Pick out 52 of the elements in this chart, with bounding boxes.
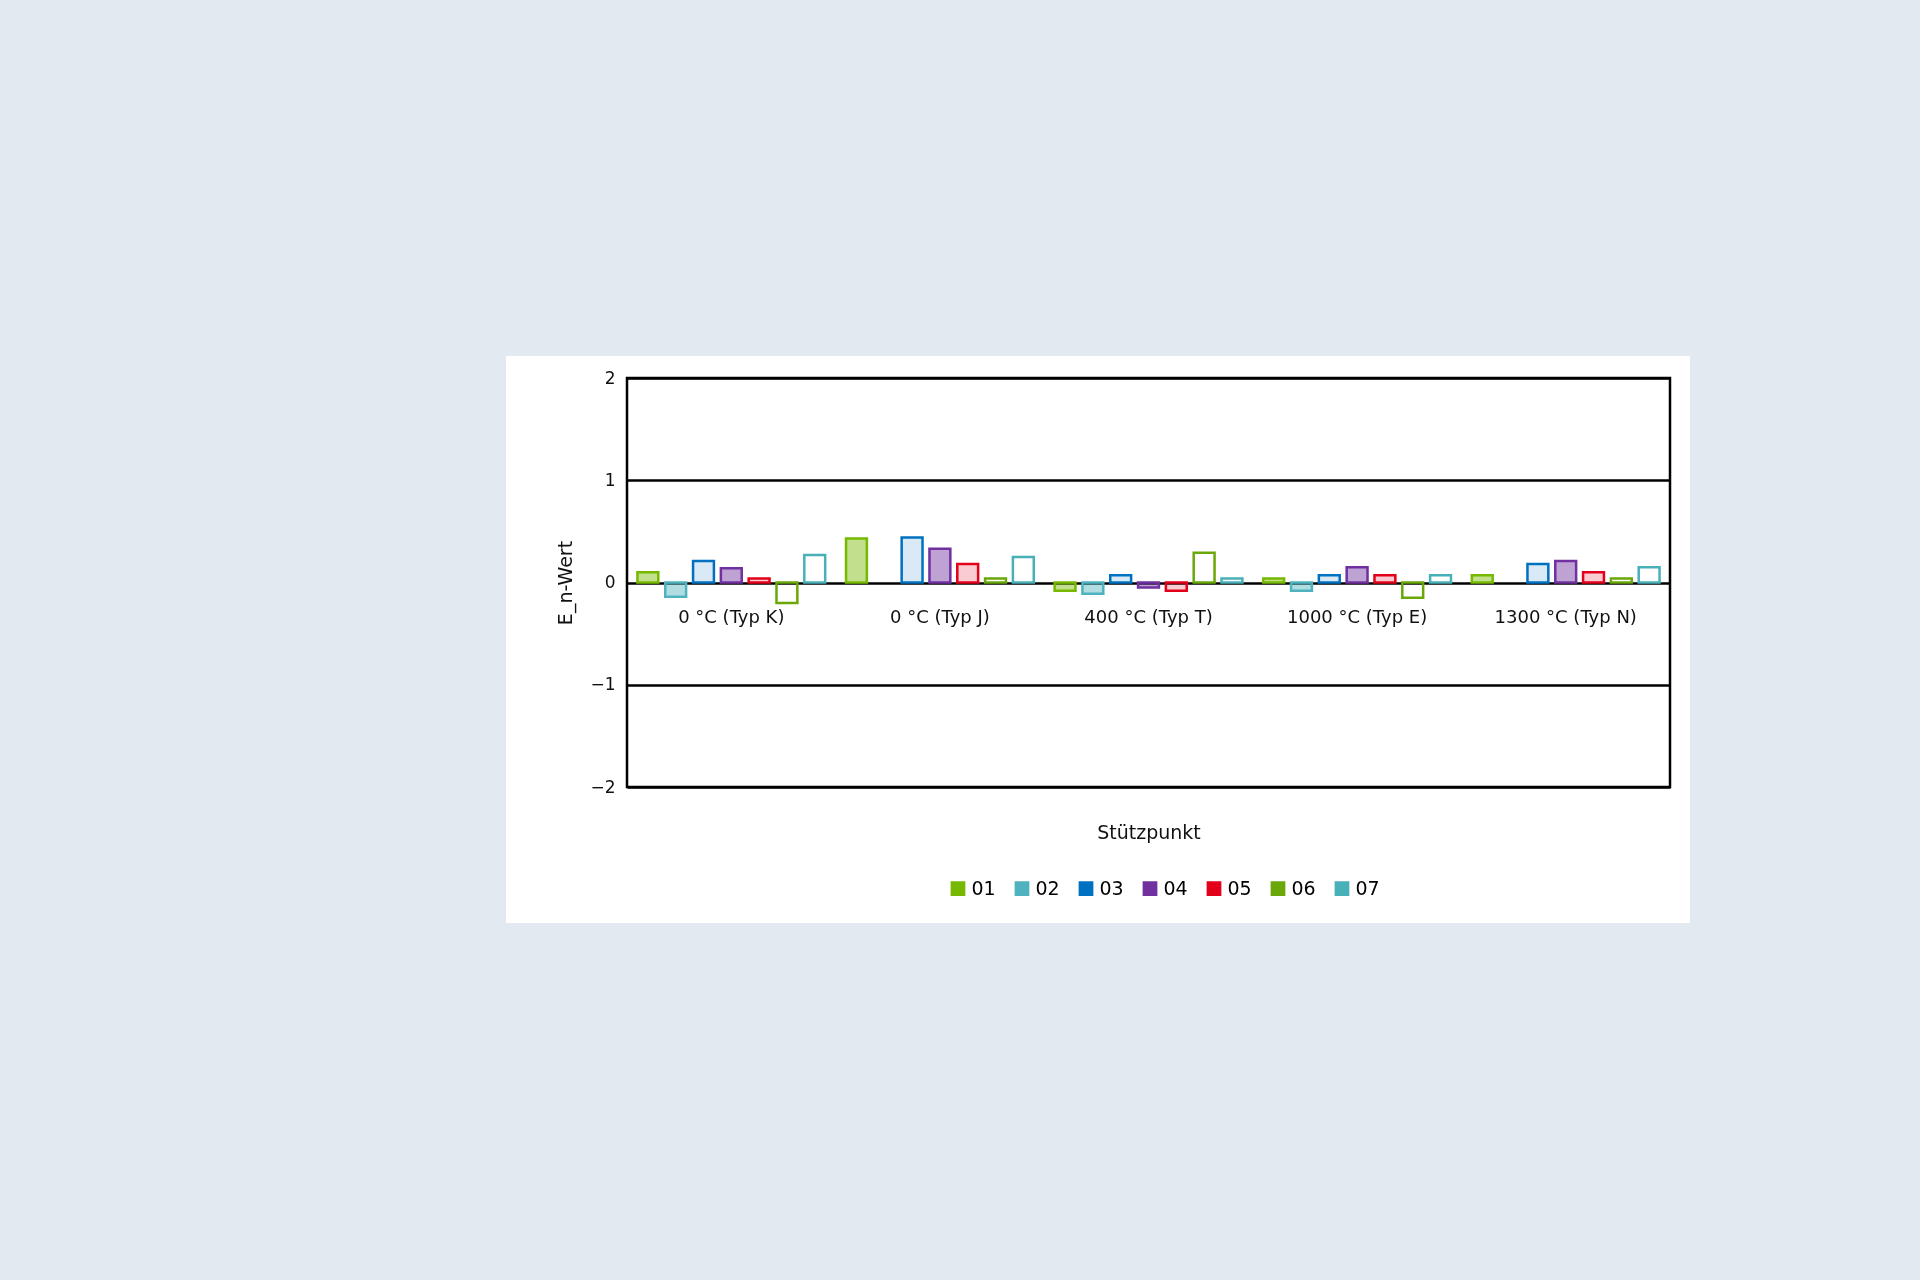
bar	[747, 577, 771, 584]
bar	[1637, 565, 1661, 584]
legend-label: 04	[1163, 876, 1188, 899]
bar	[1081, 581, 1105, 595]
bar	[1289, 581, 1314, 592]
x-tick-label: 0 °C (Typ J)	[889, 606, 990, 627]
legend-label: 02	[1035, 876, 1060, 899]
y-tick-label: −1	[590, 674, 616, 695]
y-axis-title: E_n-Wert	[554, 540, 578, 626]
bar	[775, 581, 799, 605]
bar	[663, 581, 688, 599]
x-tick-label: 0 °C (Typ K)	[678, 606, 785, 627]
bar	[844, 537, 869, 584]
bar	[1136, 581, 1161, 589]
bar	[1109, 574, 1133, 584]
bar	[691, 559, 716, 584]
y-tick-label: 2	[604, 367, 616, 388]
bar	[983, 577, 1008, 584]
x-tick-label: 1300 °C (Typ N)	[1494, 606, 1637, 627]
bar	[900, 536, 924, 584]
legend-label: 01	[971, 876, 996, 899]
y-tick-label: 1	[604, 469, 616, 490]
bar	[1373, 574, 1397, 584]
bar	[1053, 581, 1077, 592]
bar	[1470, 574, 1494, 584]
bar	[1011, 555, 1036, 584]
x-axis-title: Stützpunkt	[1097, 820, 1201, 843]
x-tick-label: 1000 °C (Typ E)	[1286, 606, 1428, 627]
legend-label: 05	[1227, 876, 1252, 899]
bar	[1609, 577, 1634, 584]
bar	[1345, 565, 1369, 584]
bar	[719, 566, 743, 584]
bar	[1192, 551, 1216, 584]
bar	[1581, 571, 1606, 584]
bar	[956, 562, 980, 584]
bar	[1220, 577, 1244, 584]
x-tick-label: 400 °C (Typ T)	[1084, 606, 1213, 627]
bar	[1526, 562, 1550, 584]
bar	[1554, 559, 1578, 584]
y-tick-label: 0	[604, 572, 616, 592]
bar	[1317, 574, 1341, 584]
legend-label: 06	[1291, 876, 1316, 899]
y-tick-label: −2	[590, 776, 616, 797]
legend-label: 03	[1099, 876, 1124, 899]
bar	[1428, 574, 1453, 584]
bar	[803, 553, 827, 584]
bar	[1164, 581, 1188, 592]
bar	[1401, 581, 1425, 600]
legend-label: 07	[1355, 876, 1380, 899]
bar	[1261, 577, 1286, 584]
bar	[928, 547, 952, 584]
bar	[636, 571, 660, 584]
